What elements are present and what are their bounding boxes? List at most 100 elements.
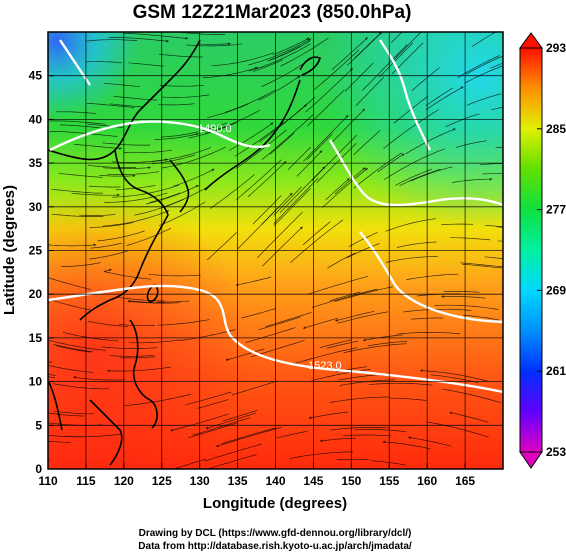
credit-data: Data from http://database.rish.kyoto-u.a… xyxy=(138,541,412,552)
streamline xyxy=(382,440,431,450)
x-tick-label: 125 xyxy=(152,474,172,488)
streamline xyxy=(354,429,407,433)
streamline xyxy=(334,286,394,302)
streamline xyxy=(480,32,483,34)
streamline xyxy=(102,142,151,146)
streamline xyxy=(145,184,199,205)
streamline xyxy=(452,177,493,183)
streamline xyxy=(161,94,210,98)
contour-1490 xyxy=(49,120,271,152)
streamline xyxy=(370,460,407,466)
streamline xyxy=(110,103,143,108)
colorbar-bottom-arrow xyxy=(519,451,543,469)
streamline xyxy=(116,296,165,302)
streamline xyxy=(450,237,491,241)
streamline xyxy=(202,66,258,79)
streamline xyxy=(235,276,272,287)
streamline xyxy=(354,32,383,59)
streamline xyxy=(410,166,453,182)
y-tick-label: 15 xyxy=(29,331,43,345)
streamline xyxy=(48,440,71,443)
streamline xyxy=(482,173,503,175)
streamline xyxy=(85,61,122,63)
streamline xyxy=(124,32,189,40)
streamline xyxy=(197,399,229,409)
streamline xyxy=(403,308,472,313)
streamline xyxy=(392,32,422,62)
streamline xyxy=(206,454,257,469)
x-axis-ticks: 110 115 120 125 130 135 140 145 150 155 160 165 xyxy=(38,463,475,488)
streamline xyxy=(311,288,378,308)
china-coastline xyxy=(79,149,169,321)
streamline xyxy=(79,214,116,216)
streamline xyxy=(228,122,274,151)
y-tick-label: 5 xyxy=(35,418,42,432)
streamline xyxy=(466,93,502,106)
streamline xyxy=(48,339,106,351)
streamline xyxy=(261,192,293,225)
streamline xyxy=(185,391,232,406)
streamline xyxy=(86,102,135,108)
streamline xyxy=(280,37,329,67)
streamline xyxy=(407,436,452,447)
streamline xyxy=(383,109,440,149)
streamline xyxy=(353,152,403,189)
streamline xyxy=(464,65,503,84)
streamline xyxy=(88,321,128,327)
streamline xyxy=(329,396,390,403)
streamline xyxy=(302,317,338,329)
streamline xyxy=(348,232,378,248)
streamline xyxy=(106,366,172,373)
streamline xyxy=(329,291,361,302)
streamline xyxy=(399,168,441,187)
y-tick-label: 45 xyxy=(29,69,43,83)
streamline xyxy=(471,32,497,47)
streamline xyxy=(160,122,228,138)
x-tick-label: 150 xyxy=(341,474,361,488)
streamline xyxy=(325,178,350,201)
streamline xyxy=(58,173,103,178)
streamline xyxy=(248,38,312,66)
y-tick-label: 20 xyxy=(29,287,43,301)
streamline xyxy=(343,343,407,354)
x-tick-label: 130 xyxy=(190,474,210,488)
lat-lon-grid xyxy=(48,32,503,469)
streamline xyxy=(495,146,503,149)
streamline xyxy=(457,55,501,79)
streamline xyxy=(48,364,94,373)
streamline xyxy=(87,123,124,128)
x-tick-label: 165 xyxy=(455,474,475,488)
streamline xyxy=(101,346,158,349)
streamline xyxy=(104,192,168,203)
streamline xyxy=(466,56,503,75)
y-axis-label: Latitude (degrees) xyxy=(1,185,18,315)
streamline xyxy=(419,369,488,382)
streamline xyxy=(173,168,215,187)
streamline xyxy=(198,42,231,46)
x-tick-label: 120 xyxy=(114,474,134,488)
korea-coastline xyxy=(169,159,190,213)
streamline xyxy=(59,124,100,129)
streamline xyxy=(124,393,192,407)
streamline xyxy=(384,148,445,180)
x-tick-label: 145 xyxy=(303,474,323,488)
streamline xyxy=(126,227,172,246)
streamline xyxy=(289,451,354,459)
streamline xyxy=(124,149,173,154)
streamline xyxy=(103,268,152,280)
colorbar-tick-label: 285 xyxy=(546,122,566,136)
streamline xyxy=(362,44,408,91)
streamline xyxy=(221,427,276,445)
streamline xyxy=(355,76,385,106)
streamline xyxy=(161,185,210,209)
philippines-coastline xyxy=(129,319,158,429)
streamline xyxy=(353,130,381,155)
streamline xyxy=(157,319,210,326)
streamline xyxy=(148,273,201,277)
streamline xyxy=(252,195,282,225)
streamline xyxy=(207,103,250,119)
streamline xyxy=(330,427,391,431)
streamline xyxy=(396,332,461,335)
colorbar-tick-label: 293 xyxy=(546,41,566,55)
